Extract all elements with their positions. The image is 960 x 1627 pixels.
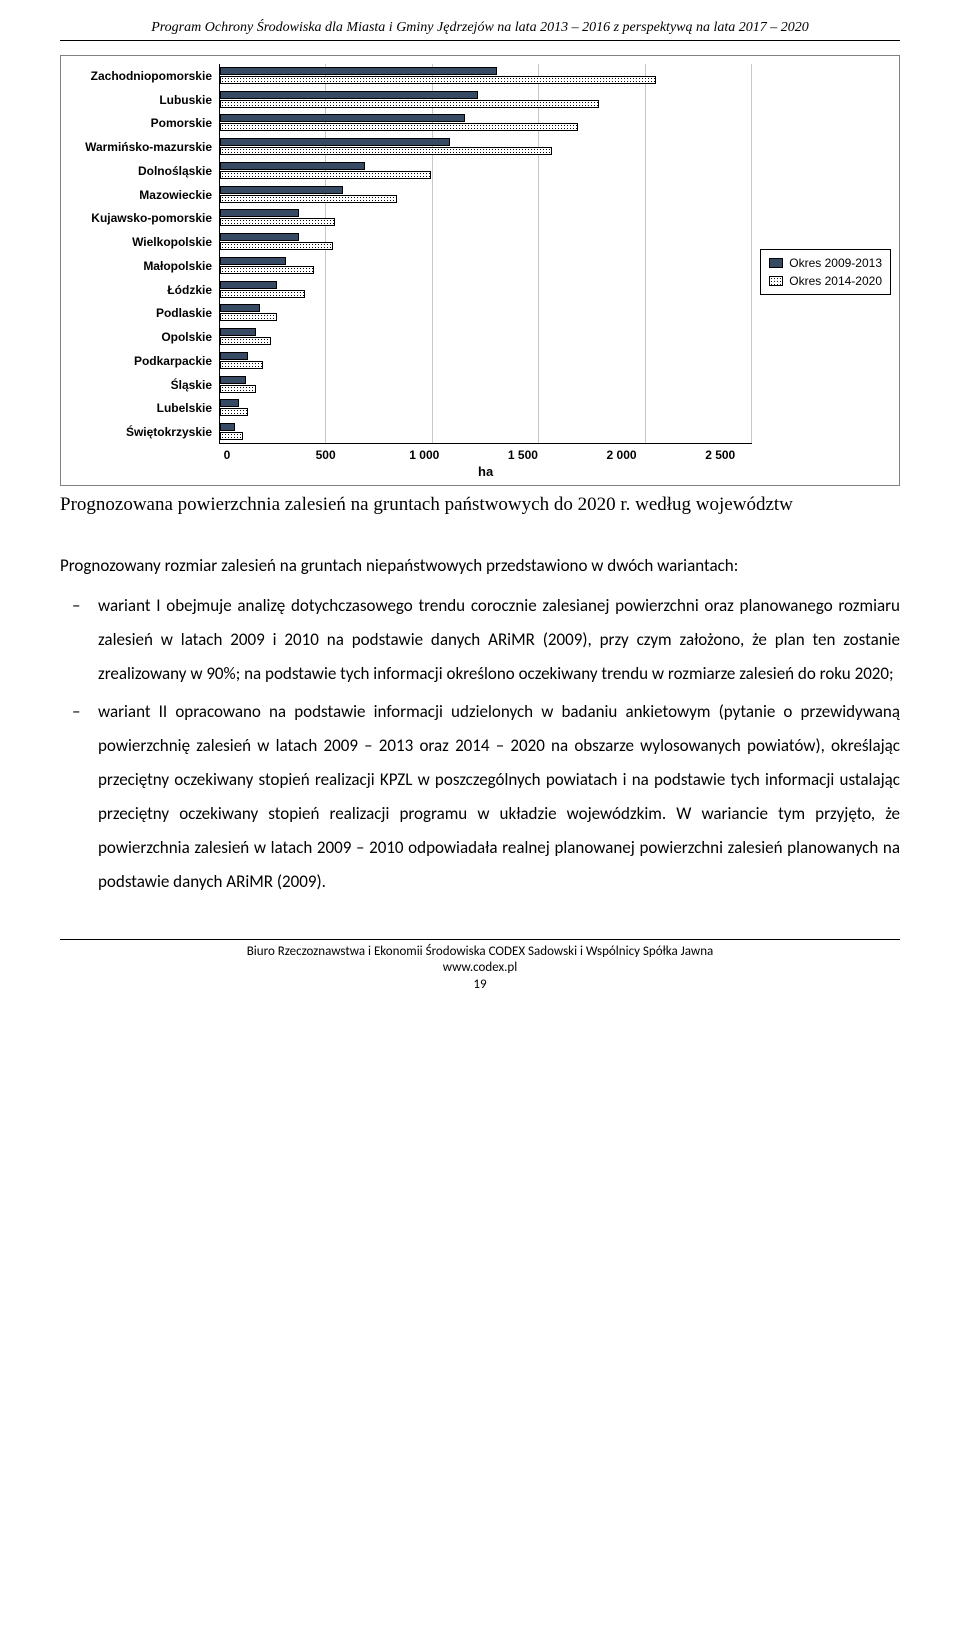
legend-swatch-icon [769, 276, 783, 286]
chart-category: Warmińsko-mazurskie [220, 138, 752, 160]
x-tick: 0 [207, 448, 247, 462]
chart-plot-area: ZachodniopomorskieLubuskiePomorskieWarmi… [219, 64, 752, 444]
bar-series-1 [220, 352, 248, 360]
chart-category: Opolskie [220, 328, 752, 350]
legend-label: Okres 2009-2013 [789, 254, 882, 272]
chart-category: Podlaskie [220, 304, 752, 326]
bar-series-1 [220, 281, 277, 289]
chart-category: Dolnośląskie [220, 162, 752, 184]
chart-category: Łódzkie [220, 281, 752, 303]
bar-series-2 [220, 76, 656, 84]
chart-category: Lubuskie [220, 91, 752, 113]
body-intro: Prognozowany rozmiar zalesień na gruntac… [60, 549, 900, 583]
chart-legend: Okres 2009-2013 Okres 2014-2020 [760, 249, 891, 295]
bar-series-1 [220, 399, 239, 407]
body-list: wariant I obejmuje analizę dotychczasowe… [60, 589, 900, 899]
chart-category: Małopolskie [220, 257, 752, 279]
bar-series-1 [220, 162, 365, 170]
bar-series-2 [220, 123, 578, 131]
category-label: Wielkopolskie [132, 235, 212, 249]
bar-series-1 [220, 67, 497, 75]
bar-series-2 [220, 171, 431, 179]
x-tick: 2 000 [602, 448, 642, 462]
bar-series-2 [220, 361, 263, 369]
bar-series-2 [220, 313, 277, 321]
bar-series-1 [220, 328, 256, 336]
bar-series-1 [220, 138, 450, 146]
bar-series-1 [220, 304, 260, 312]
chart-category: Wielkopolskie [220, 233, 752, 255]
list-item: wariant I obejmuje analizę dotychczasowe… [60, 589, 900, 691]
category-label: Dolnośląskie [138, 164, 212, 178]
category-label: Łódzkie [167, 283, 212, 297]
category-label: Opolskie [161, 330, 212, 344]
bar-series-2 [220, 408, 248, 416]
bar-series-1 [220, 186, 343, 194]
x-tick: 2 500 [700, 448, 740, 462]
legend-swatch-icon [769, 258, 783, 268]
bar-series-1 [220, 423, 235, 431]
legend-label: Okres 2014-2020 [789, 272, 882, 290]
chart-category: Podkarpackie [220, 352, 752, 374]
bar-series-1 [220, 91, 478, 99]
bar-series-1 [220, 233, 299, 241]
category-label: Lubuskie [159, 93, 212, 107]
page-footer: Biuro Rzeczoznawstwa i Ekonomii Środowis… [60, 939, 900, 995]
bar-series-2 [220, 432, 243, 440]
category-label: Mazowieckie [139, 188, 212, 202]
page-header: Program Ochrony Środowiska dla Miasta i … [60, 20, 900, 41]
bar-series-1 [220, 114, 465, 122]
bar-series-2 [220, 266, 314, 274]
chart-x-label: ha [219, 464, 752, 479]
page-number: 19 [60, 977, 900, 994]
category-label: Podkarpackie [134, 354, 212, 368]
chart-category: Zachodniopomorskie [220, 67, 752, 89]
bar-series-2 [220, 290, 305, 298]
footer-url: www.codex.pl [60, 960, 900, 977]
chart-caption: Prognozowana powierzchnia zalesień na gr… [60, 492, 900, 519]
category-label: Śląskie [171, 378, 212, 392]
footer-org: Biuro Rzeczoznawstwa i Ekonomii Środowis… [60, 944, 900, 961]
bar-series-2 [220, 242, 333, 250]
list-item: wariant II opracowano na podstawie infor… [60, 695, 900, 899]
category-label: Warmińsko-mazurskie [85, 140, 212, 154]
category-label: Małopolskie [143, 259, 212, 273]
bar-series-1 [220, 209, 299, 217]
chart-category: Lubelskie [220, 399, 752, 421]
bar-series-1 [220, 257, 286, 265]
chart-category: Śląskie [220, 376, 752, 398]
bar-series-2 [220, 218, 335, 226]
category-label: Zachodniopomorskie [91, 69, 212, 83]
bar-series-1 [220, 376, 246, 384]
category-label: Lubelskie [157, 401, 212, 415]
bar-series-2 [220, 385, 256, 393]
category-label: Podlaskie [156, 306, 212, 320]
bar-series-2 [220, 100, 599, 108]
chart-category: Pomorskie [220, 114, 752, 136]
bar-series-2 [220, 147, 552, 155]
x-tick: 1 500 [503, 448, 543, 462]
chart-category: Mazowieckie [220, 186, 752, 208]
chart-category: Świętokrzyskie [220, 423, 752, 445]
category-label: Świętokrzyskie [126, 425, 212, 439]
category-label: Kujawsko-pomorskie [91, 211, 212, 225]
chart-category: Kujawsko-pomorskie [220, 209, 752, 231]
x-tick: 1 000 [404, 448, 444, 462]
bar-series-2 [220, 337, 271, 345]
chart-x-axis: 0 500 1 000 1 500 2 000 2 500 [207, 448, 740, 462]
chart-container: ZachodniopomorskieLubuskiePomorskieWarmi… [60, 55, 900, 486]
x-tick: 500 [306, 448, 346, 462]
category-label: Pomorskie [151, 116, 212, 130]
bar-series-2 [220, 195, 397, 203]
